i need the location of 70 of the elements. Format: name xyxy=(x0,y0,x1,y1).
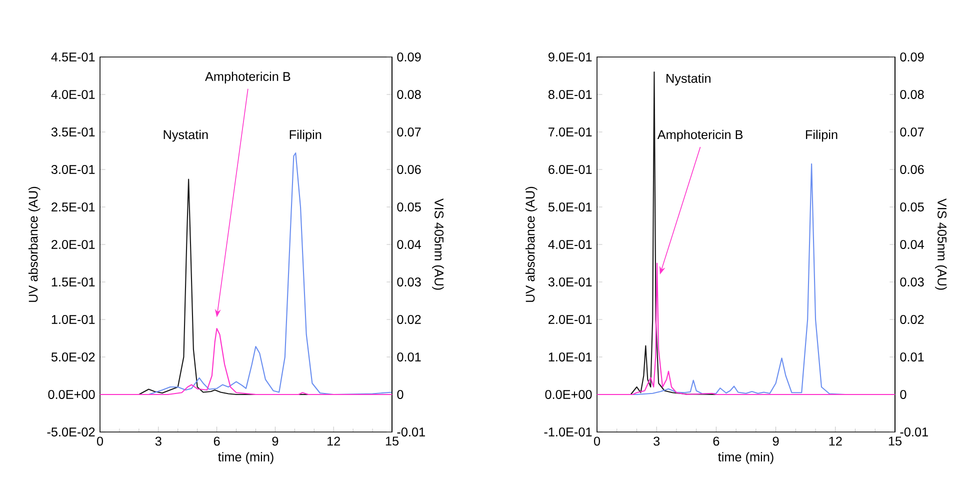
y2-tick-label: 0.03 xyxy=(900,278,924,286)
y-tick-label: -1.0E-01 xyxy=(544,428,592,436)
y-axis-title: UV absorbance (AU) xyxy=(525,186,538,302)
y-tick-label: 6.0E-01 xyxy=(548,165,592,174)
x-tick-label: 0 xyxy=(96,436,104,446)
y2-tick-label: 0.08 xyxy=(900,90,924,99)
x-tick-label: 6 xyxy=(214,436,220,446)
x-tick-label: 15 xyxy=(888,436,902,446)
y2-tick-label: 0.02 xyxy=(900,315,924,324)
y-tick-label: 3.0E-01 xyxy=(51,165,95,174)
y2-tick-label: 0.08 xyxy=(397,90,421,99)
y2-tick-label: -0.01 xyxy=(900,428,928,436)
x-tick-label: 3 xyxy=(654,436,660,446)
y2-axis-title: VIS 405nm (AU) xyxy=(935,198,947,290)
y-tick-label: 4.0E-01 xyxy=(51,90,95,99)
y2-axis-title: VIS 405nm (AU) xyxy=(432,198,444,290)
y2-tick-label: 0.05 xyxy=(900,202,924,212)
annotation: Filipin xyxy=(290,130,322,142)
y2-tick-label: 0.07 xyxy=(397,128,421,136)
y2-tick-label: -0.01 xyxy=(397,428,425,436)
x-tick-label: 15 xyxy=(386,436,399,446)
y-tick-label: 2.5E-01 xyxy=(52,202,95,212)
x-tick-label: 3 xyxy=(155,436,162,446)
y2-tick-label: 0.09 xyxy=(397,52,421,62)
y2-tick-label: 0.07 xyxy=(900,128,924,136)
y2-tick-label: 0.06 xyxy=(397,165,421,174)
y-tick-label: 8.0E-01 xyxy=(548,90,592,99)
y-tick-label: 4.5E-01 xyxy=(51,52,95,62)
y-tick-label: 1.0E-01 xyxy=(52,315,95,324)
y-tick-label: 2.0E-01 xyxy=(52,240,95,249)
y2-tick-label: 0.03 xyxy=(397,278,421,286)
x-tick-label: 0 xyxy=(594,436,600,446)
y2-tick-label: 0.02 xyxy=(397,315,421,324)
x-tick-label: 12 xyxy=(328,436,340,446)
y-tick-label: -5.0E-02 xyxy=(47,428,95,436)
y2-tick-label: 0.01 xyxy=(397,352,421,362)
x-axis-title: time (min) xyxy=(718,452,774,464)
y-tick-label: 0.0E+00 xyxy=(545,390,592,399)
line-series xyxy=(597,262,895,396)
y2-tick-label: 0.09 xyxy=(900,52,924,62)
line-series xyxy=(100,328,392,396)
y2-tick-label: 0.04 xyxy=(397,240,421,249)
annotation: Amphotericin B xyxy=(657,130,743,142)
x-tick-label: 9 xyxy=(772,436,779,446)
y-tick-label: 3.5E-01 xyxy=(51,128,95,136)
y-tick-label: 4.0E-01 xyxy=(548,240,592,249)
annotation: Nystatin xyxy=(666,74,710,86)
y2-tick-label: 0.05 xyxy=(397,202,421,212)
x-tick-label: 12 xyxy=(829,436,842,446)
y2-tick-label: 0.04 xyxy=(900,240,924,249)
x-axis-title: time (min) xyxy=(218,452,274,464)
y-tick-label: 1.0E-01 xyxy=(548,352,592,362)
y2-tick-label: 0 xyxy=(397,390,404,399)
y-tick-label: 2.0E-01 xyxy=(548,315,592,324)
y-tick-label: 0.0E+00 xyxy=(48,390,95,399)
y-tick-label: 9.0E-01 xyxy=(548,52,592,62)
annotation: Amphotericin B xyxy=(205,72,290,84)
y-tick-label: 5.0E-01 xyxy=(548,202,592,212)
y-tick-label: 3.0E-01 xyxy=(548,278,592,286)
annotation: Filipin xyxy=(806,130,838,142)
y2-tick-label: 0.06 xyxy=(900,165,924,174)
y-tick-label: 7.0E-01 xyxy=(548,128,592,136)
x-tick-label: 6 xyxy=(713,436,720,446)
annotation: Nystatin xyxy=(164,130,208,142)
y-axis-title: UV absorbance (AU) xyxy=(28,186,40,302)
y-tick-label: 5.0E-02 xyxy=(51,352,95,362)
y2-tick-label: 0 xyxy=(900,390,906,399)
y2-tick-label: 0.01 xyxy=(900,352,924,362)
x-tick-label: 9 xyxy=(272,436,278,446)
y-tick-label: 1.5E-01 xyxy=(52,278,95,286)
